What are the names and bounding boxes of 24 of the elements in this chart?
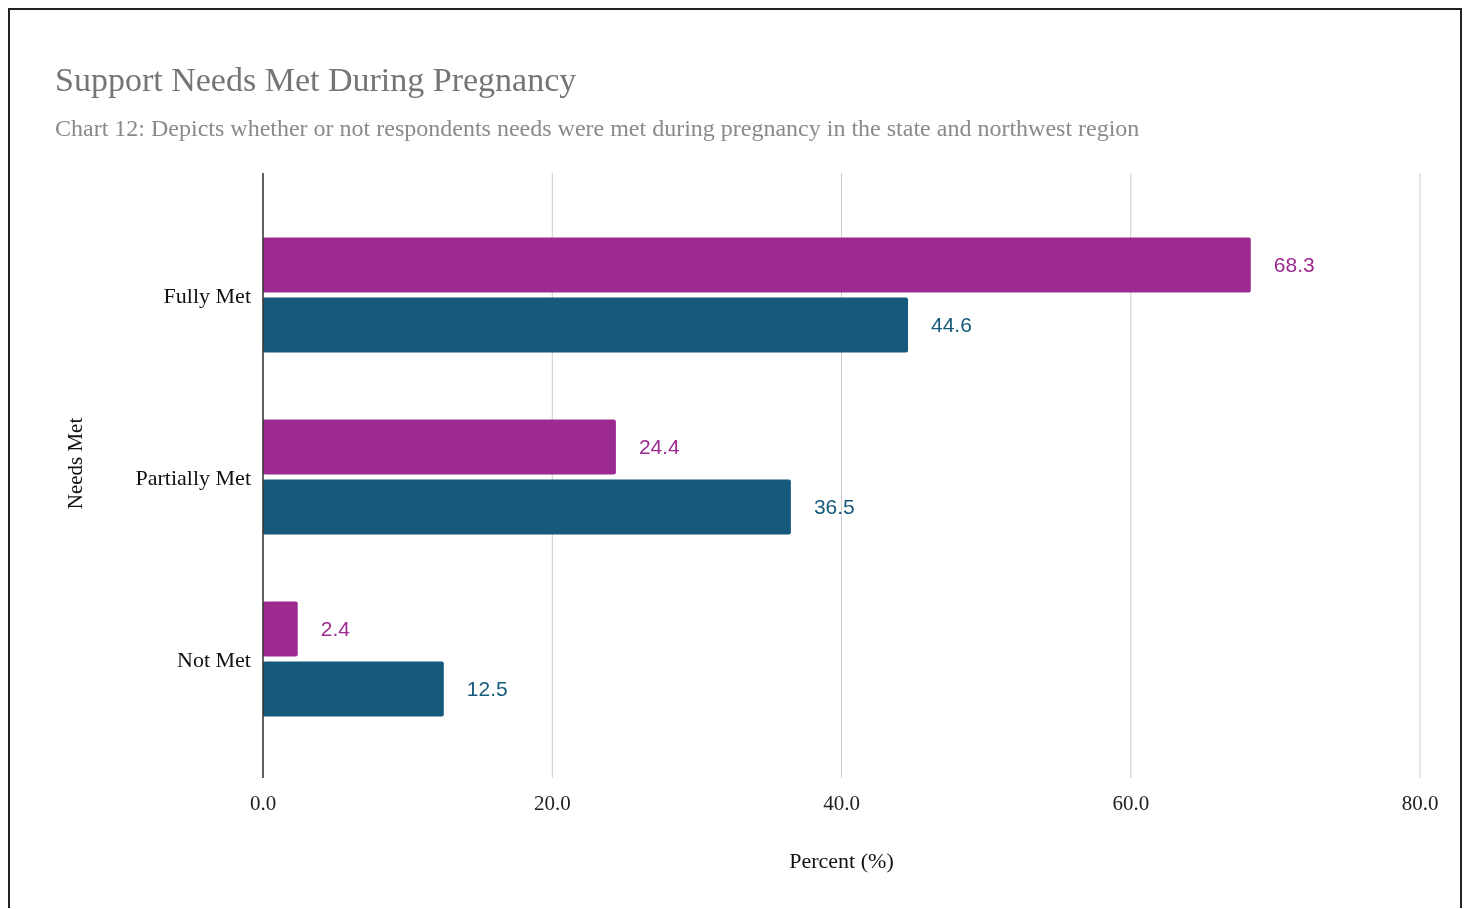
chart-title: Support Needs Met During Pregnancy [55, 61, 577, 98]
x-tick-label: 60.0 [1112, 791, 1150, 815]
y-tick-label: Fully Met [163, 282, 251, 308]
data-label: 12.5 [466, 677, 508, 701]
x-axis-title: Percent (%) [789, 848, 894, 873]
data-label: 2.4 [320, 617, 351, 641]
data-label: 36.5 [813, 495, 855, 519]
data-label: 68.3 [1273, 253, 1315, 277]
y-tick-label: Partially Met [135, 464, 251, 490]
bar [263, 661, 444, 717]
chart-subtitle: Chart 12: Depicts whether or not respondents needs were met during pregnancy in the state and northwest region [55, 115, 1140, 141]
x-tick-label: 80.0 [1401, 791, 1439, 815]
y-tick-label: Not Met [177, 646, 251, 672]
x-tick-label: 40.0 [823, 791, 860, 815]
x-tick-label: 20.0 [533, 791, 571, 815]
data-label: 44.6 [931, 313, 972, 337]
bar [263, 419, 616, 475]
y-axis-title: Needs Met [63, 417, 87, 510]
bar [263, 601, 298, 657]
data-label: 24.4 [638, 435, 681, 459]
bar [263, 297, 909, 353]
bar [263, 237, 1251, 293]
x-tick-label: 0.0 [249, 791, 277, 815]
bar [263, 479, 791, 535]
